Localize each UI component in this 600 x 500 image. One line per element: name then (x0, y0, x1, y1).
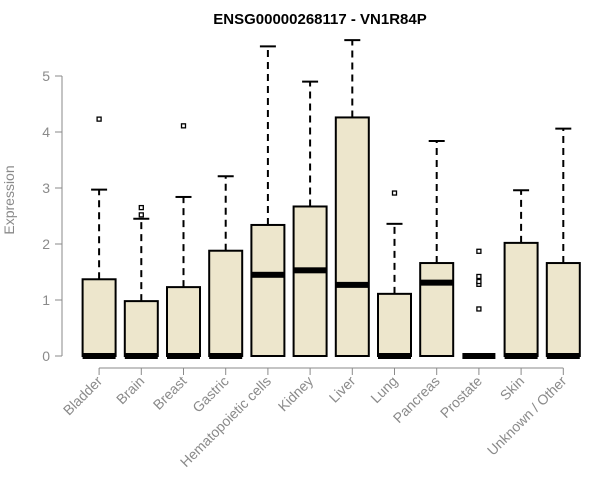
x-tick-label: Brain (113, 373, 147, 407)
x-tick-label: Unknown / Other (484, 373, 570, 459)
outlier-point (476, 278, 482, 285)
x-tick-label: Pancreas (390, 373, 443, 426)
median-bar (378, 353, 411, 359)
x-tick-label: Lung (367, 373, 400, 406)
box-kidney (292, 80, 328, 357)
x-tick-label: Bladder (60, 373, 106, 419)
x-tick-label: Prostate (437, 373, 485, 421)
y-tick-label: 4 (42, 124, 50, 140)
x-tick-label: Breast (150, 373, 190, 413)
median-bar (335, 281, 369, 288)
outlier-point (138, 212, 144, 218)
box-skin (503, 189, 539, 359)
median-bar (82, 353, 116, 359)
box-breast (166, 123, 201, 359)
outlier-point (476, 273, 482, 280)
box-rect (545, 262, 581, 358)
y-tick-label: 0 (42, 348, 50, 364)
outlier-point (476, 248, 482, 254)
outlier-point (96, 116, 102, 122)
median-bar (124, 353, 158, 359)
x-tick-label: Kidney (275, 373, 317, 415)
median-bar (546, 353, 580, 359)
boxes-group (81, 39, 581, 359)
box-rect (377, 292, 412, 357)
outlier-point (476, 306, 482, 312)
box-rect (250, 223, 286, 357)
y-tick-label: 3 (42, 180, 50, 196)
box-hematopoietic-cells (250, 45, 286, 357)
box-pancreas (419, 139, 455, 358)
outlier-point (180, 123, 187, 129)
x-tick-label: Skin (497, 373, 528, 404)
y-axis: 0 1 2 3 4 5 (42, 68, 63, 364)
box-rect (334, 116, 370, 357)
median-bar (209, 353, 243, 359)
box-rect (503, 241, 539, 358)
box-brain (123, 204, 159, 359)
median-bar (167, 353, 200, 359)
chart-title: ENSG00000268117 - VN1R84P (213, 11, 426, 28)
box-liver (334, 39, 370, 357)
median-bar (462, 353, 496, 359)
box-bladder (81, 116, 117, 359)
y-tick-label: 5 (42, 68, 50, 84)
box-gastric (208, 175, 244, 359)
median-bar (251, 271, 285, 278)
box-lung (377, 190, 412, 359)
box-rect (292, 205, 328, 357)
box-rect (81, 278, 117, 357)
y-tick-label: 1 (42, 292, 50, 308)
box-prostate (462, 248, 496, 359)
outlier-point (138, 204, 144, 211)
box-rect (123, 300, 159, 357)
median-bar (420, 279, 454, 286)
box-rect (419, 262, 455, 358)
box-rect (208, 249, 244, 357)
box-rect (166, 286, 201, 357)
x-tick-label: Liver (326, 373, 359, 406)
outlier-point (391, 190, 398, 196)
y-axis-label: Expression (1, 165, 17, 234)
y-tick-label: 2 (42, 236, 50, 252)
median-bar (504, 353, 538, 359)
box-unknown-other (545, 127, 581, 359)
median-bar (293, 267, 327, 274)
